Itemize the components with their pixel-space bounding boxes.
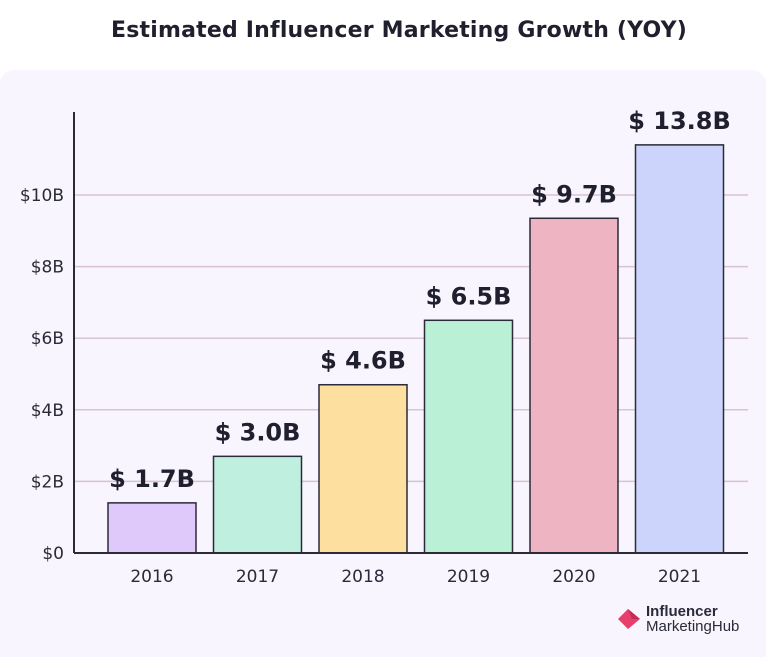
x-tick-label-2016: 2016 <box>130 567 173 587</box>
bar-2016 <box>107 502 197 554</box>
bar-2018 <box>318 383 408 554</box>
logo-text-line2: MarketingHub <box>646 618 740 635</box>
y-tick-label: $10B <box>20 186 64 206</box>
x-tick-label-2017: 2017 <box>236 567 279 587</box>
data-label-2018: $ 4.6B <box>320 347 406 375</box>
y-tick-label: $8B <box>31 258 64 278</box>
x-tick-label-2019: 2019 <box>447 567 490 587</box>
x-tick-label-2021: 2021 <box>658 567 701 587</box>
bar-2019 <box>423 319 514 554</box>
axes <box>73 112 748 554</box>
data-label-2016: $ 1.7B <box>109 465 195 493</box>
logo-text-line1: Influencer <box>646 603 718 620</box>
x-tick-labels: 2016 2017 2018 2019 2020 2021 <box>130 567 701 587</box>
bars <box>107 144 725 554</box>
data-labels: $ 1.7B $ 3.0B $ 4.6B $ 6.5B $ 9.7B $ 13.8B <box>109 107 731 493</box>
data-label-2019: $ 6.5B <box>426 282 512 310</box>
bar-2017 <box>212 455 303 554</box>
y-tick-labels: $0 $2B $4B $6B $8B $10B <box>20 186 64 564</box>
logo-mark-icon <box>618 609 640 629</box>
x-tick-label-2018: 2018 <box>341 567 384 587</box>
x-tick-label-2020: 2020 <box>552 567 595 587</box>
brand-logo: Influencer MarketingHub <box>616 604 739 634</box>
y-tick-label: $4B <box>31 401 64 421</box>
y-tick-label: $6B <box>31 329 64 349</box>
data-label-2020: $ 9.7B <box>531 180 617 208</box>
y-tick-label: $0 <box>42 544 64 564</box>
y-tick-label: $2B <box>31 472 64 492</box>
data-label-2021: $ 13.8B <box>628 107 731 135</box>
data-label-2017: $ 3.0B <box>215 418 301 446</box>
chart-title: Estimated Influencer Marketing Growth (Y… <box>111 18 688 43</box>
bar-2020 <box>529 217 619 554</box>
bar-2021 <box>634 144 725 554</box>
